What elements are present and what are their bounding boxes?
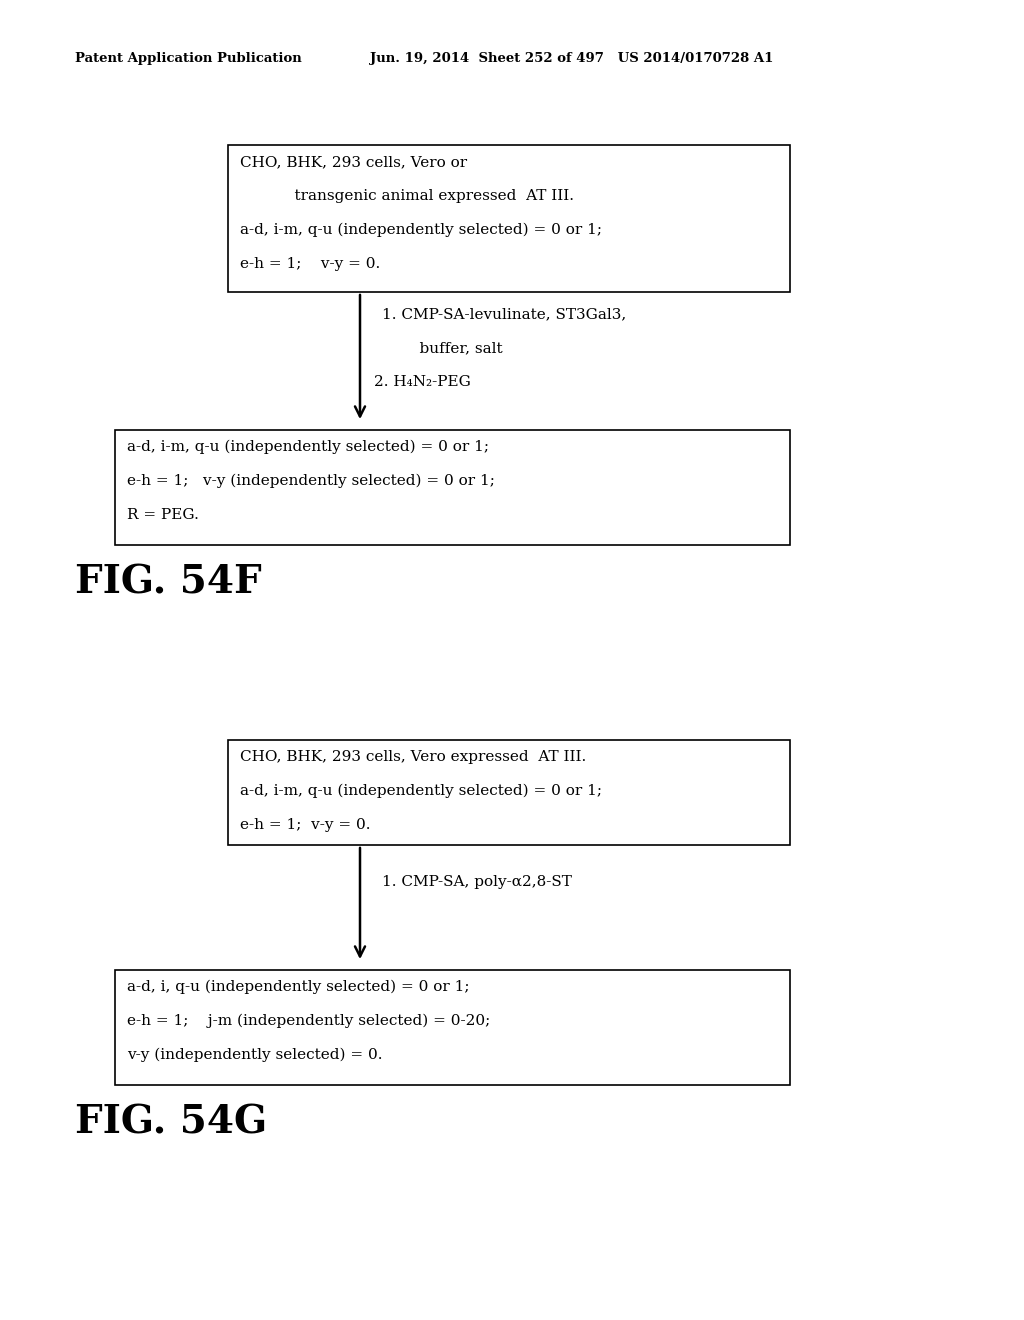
Bar	[228, 145, 790, 292]
Text: CHO, BHK, 293 cells, Vero expressed  AT III.: CHO, BHK, 293 cells, Vero expressed AT I…	[240, 750, 587, 764]
Text: Patent Application Publication: Patent Application Publication	[75, 51, 302, 65]
Text: transgenic animal expressed  AT III.: transgenic animal expressed AT III.	[275, 189, 574, 203]
Text: FIG. 54F: FIG. 54F	[75, 564, 261, 601]
Text: v-y (independently selected) = 0.: v-y (independently selected) = 0.	[127, 1048, 383, 1063]
Text: e-h = 1;    j-m (independently selected) = 0-20;: e-h = 1; j-m (independently selected) = …	[127, 1014, 490, 1028]
Text: 1. CMP-SA-levulinate, ST3Gal3,: 1. CMP-SA-levulinate, ST3Gal3,	[382, 308, 627, 321]
Bar	[228, 741, 790, 845]
Text: 1. CMP-SA, poly-α2,8-ST: 1. CMP-SA, poly-α2,8-ST	[382, 875, 571, 888]
Text: Jun. 19, 2014  Sheet 252 of 497   US 2014/0170728 A1: Jun. 19, 2014 Sheet 252 of 497 US 2014/0…	[370, 51, 773, 65]
Text: R = PEG.: R = PEG.	[127, 508, 199, 521]
Text: CHO, BHK, 293 cells, Vero or: CHO, BHK, 293 cells, Vero or	[240, 154, 467, 169]
Bar	[115, 970, 790, 1085]
Text: a-d, i-m, q-u (independently selected) = 0 or 1;: a-d, i-m, q-u (independently selected) =…	[127, 440, 489, 454]
Text: a-d, i-m, q-u (independently selected) = 0 or 1;: a-d, i-m, q-u (independently selected) =…	[240, 784, 602, 799]
Text: FIG. 54G: FIG. 54G	[75, 1104, 267, 1140]
Text: e-h = 1;    v-y = 0.: e-h = 1; v-y = 0.	[240, 257, 380, 271]
Text: 2. H₄N₂-PEG: 2. H₄N₂-PEG	[374, 375, 471, 389]
Text: a-d, i, q-u (independently selected) = 0 or 1;: a-d, i, q-u (independently selected) = 0…	[127, 979, 469, 994]
Text: buffer, salt: buffer, salt	[400, 341, 503, 355]
Text: e-h = 1;  v-y = 0.: e-h = 1; v-y = 0.	[240, 818, 371, 832]
Text: e-h = 1;   v-y (independently selected) = 0 or 1;: e-h = 1; v-y (independently selected) = …	[127, 474, 495, 488]
Text: a-d, i-m, q-u (independently selected) = 0 or 1;: a-d, i-m, q-u (independently selected) =…	[240, 223, 602, 238]
Bar	[115, 430, 790, 545]
